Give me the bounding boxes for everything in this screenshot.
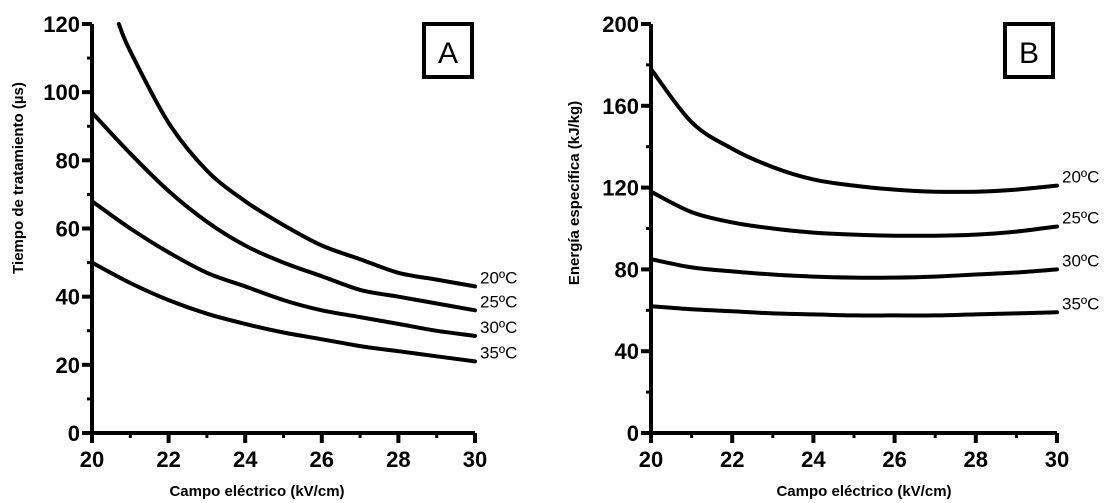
chart-a-series-label-30: 30ºC [480,318,517,337]
chart-b-y-tick-label: 120 [602,176,639,201]
chart-a-y-tick-label: 120 [43,12,80,37]
chart-a-x-axis-title: Campo eléctrico (kV/cm) [169,483,344,500]
chart-b-series-label-25: 25ºC [1062,208,1099,227]
chart-a-series-line-25 [90,110,477,313]
chart-a-x-tick-label: 26 [310,447,334,472]
chart-a-series-line-20 [116,22,477,289]
chart-a-x-tick-label: 28 [386,447,410,472]
chart-b-series-line-30 [649,257,1059,280]
chart-a-y-axis-title: Tiempo de tratamiento (µs) [10,82,27,274]
chart-b-series-label-30: 30ºC [1062,251,1099,270]
chart-a-series-line-35 [90,260,477,364]
chart-a-y-tick-label: 60 [56,217,80,242]
chart-b-x-axis-title: Campo eléctrico (kV/cm) [776,483,951,500]
chart-b-series-line-20 [649,67,1059,194]
chart-a-y-tick-label: 80 [56,148,80,173]
chart-a-series-label-25: 25ºC [480,292,517,311]
chart-a-panel-letter: A [438,37,458,70]
chart-panel-a: Tiempo de tratamiento (µs) Campo eléctri… [10,12,517,500]
chart-a-series-line-30 [90,199,477,338]
chart-b-y-tick-label: 0 [627,421,639,446]
chart-a-series-label-20: 20ºC [480,268,517,287]
chart-b-x-tick-label: 28 [964,447,988,472]
chart-b-y-axis-title: Energía específica (kJ/kg) [566,101,583,285]
chart-a-x-tick-label: 22 [156,447,180,472]
chart-b-y-tick-label: 200 [602,12,639,37]
chart-b-y-tick-label: 160 [602,94,639,119]
chart-a-x-tick-label: 20 [80,447,104,472]
chart-b-series-label-35: 35ºC [1062,294,1099,313]
chart-b-x-tick-label: 26 [882,447,906,472]
chart-a-y-tick-label: 100 [43,80,80,105]
chart-b-x-tick-label: 24 [801,447,826,472]
chart-panel-b: Energía específica (kJ/kg) Campo eléctri… [566,12,1099,500]
chart-a-y-tick-label: 20 [56,353,80,378]
chart-b-y-tick-label: 80 [615,257,639,282]
chart-b-x-tick-label: 22 [720,447,744,472]
chart-b-series-line-35 [649,304,1059,318]
chart-b-series-label-20: 20ºC [1062,168,1099,187]
chart-b-series-line-25 [649,189,1059,238]
chart-a-series-label-35: 35ºC [480,343,517,362]
chart-b-y-tick-label: 40 [615,339,639,364]
chart-a-panel-badge: A [422,22,474,79]
chart-b-x-tick-label: 20 [639,447,663,472]
chart-b-x-tick-label: 30 [1045,447,1069,472]
chart-a-x-tick-label: 30 [463,447,487,472]
chart-a-y-tick-label: 0 [68,421,80,446]
chart-b-panel-letter: B [1019,37,1039,70]
chart-a-x-tick-label: 24 [233,447,258,472]
chart-a-y-tick-label: 40 [56,285,80,310]
chart-b-panel-badge: B [1003,22,1055,79]
